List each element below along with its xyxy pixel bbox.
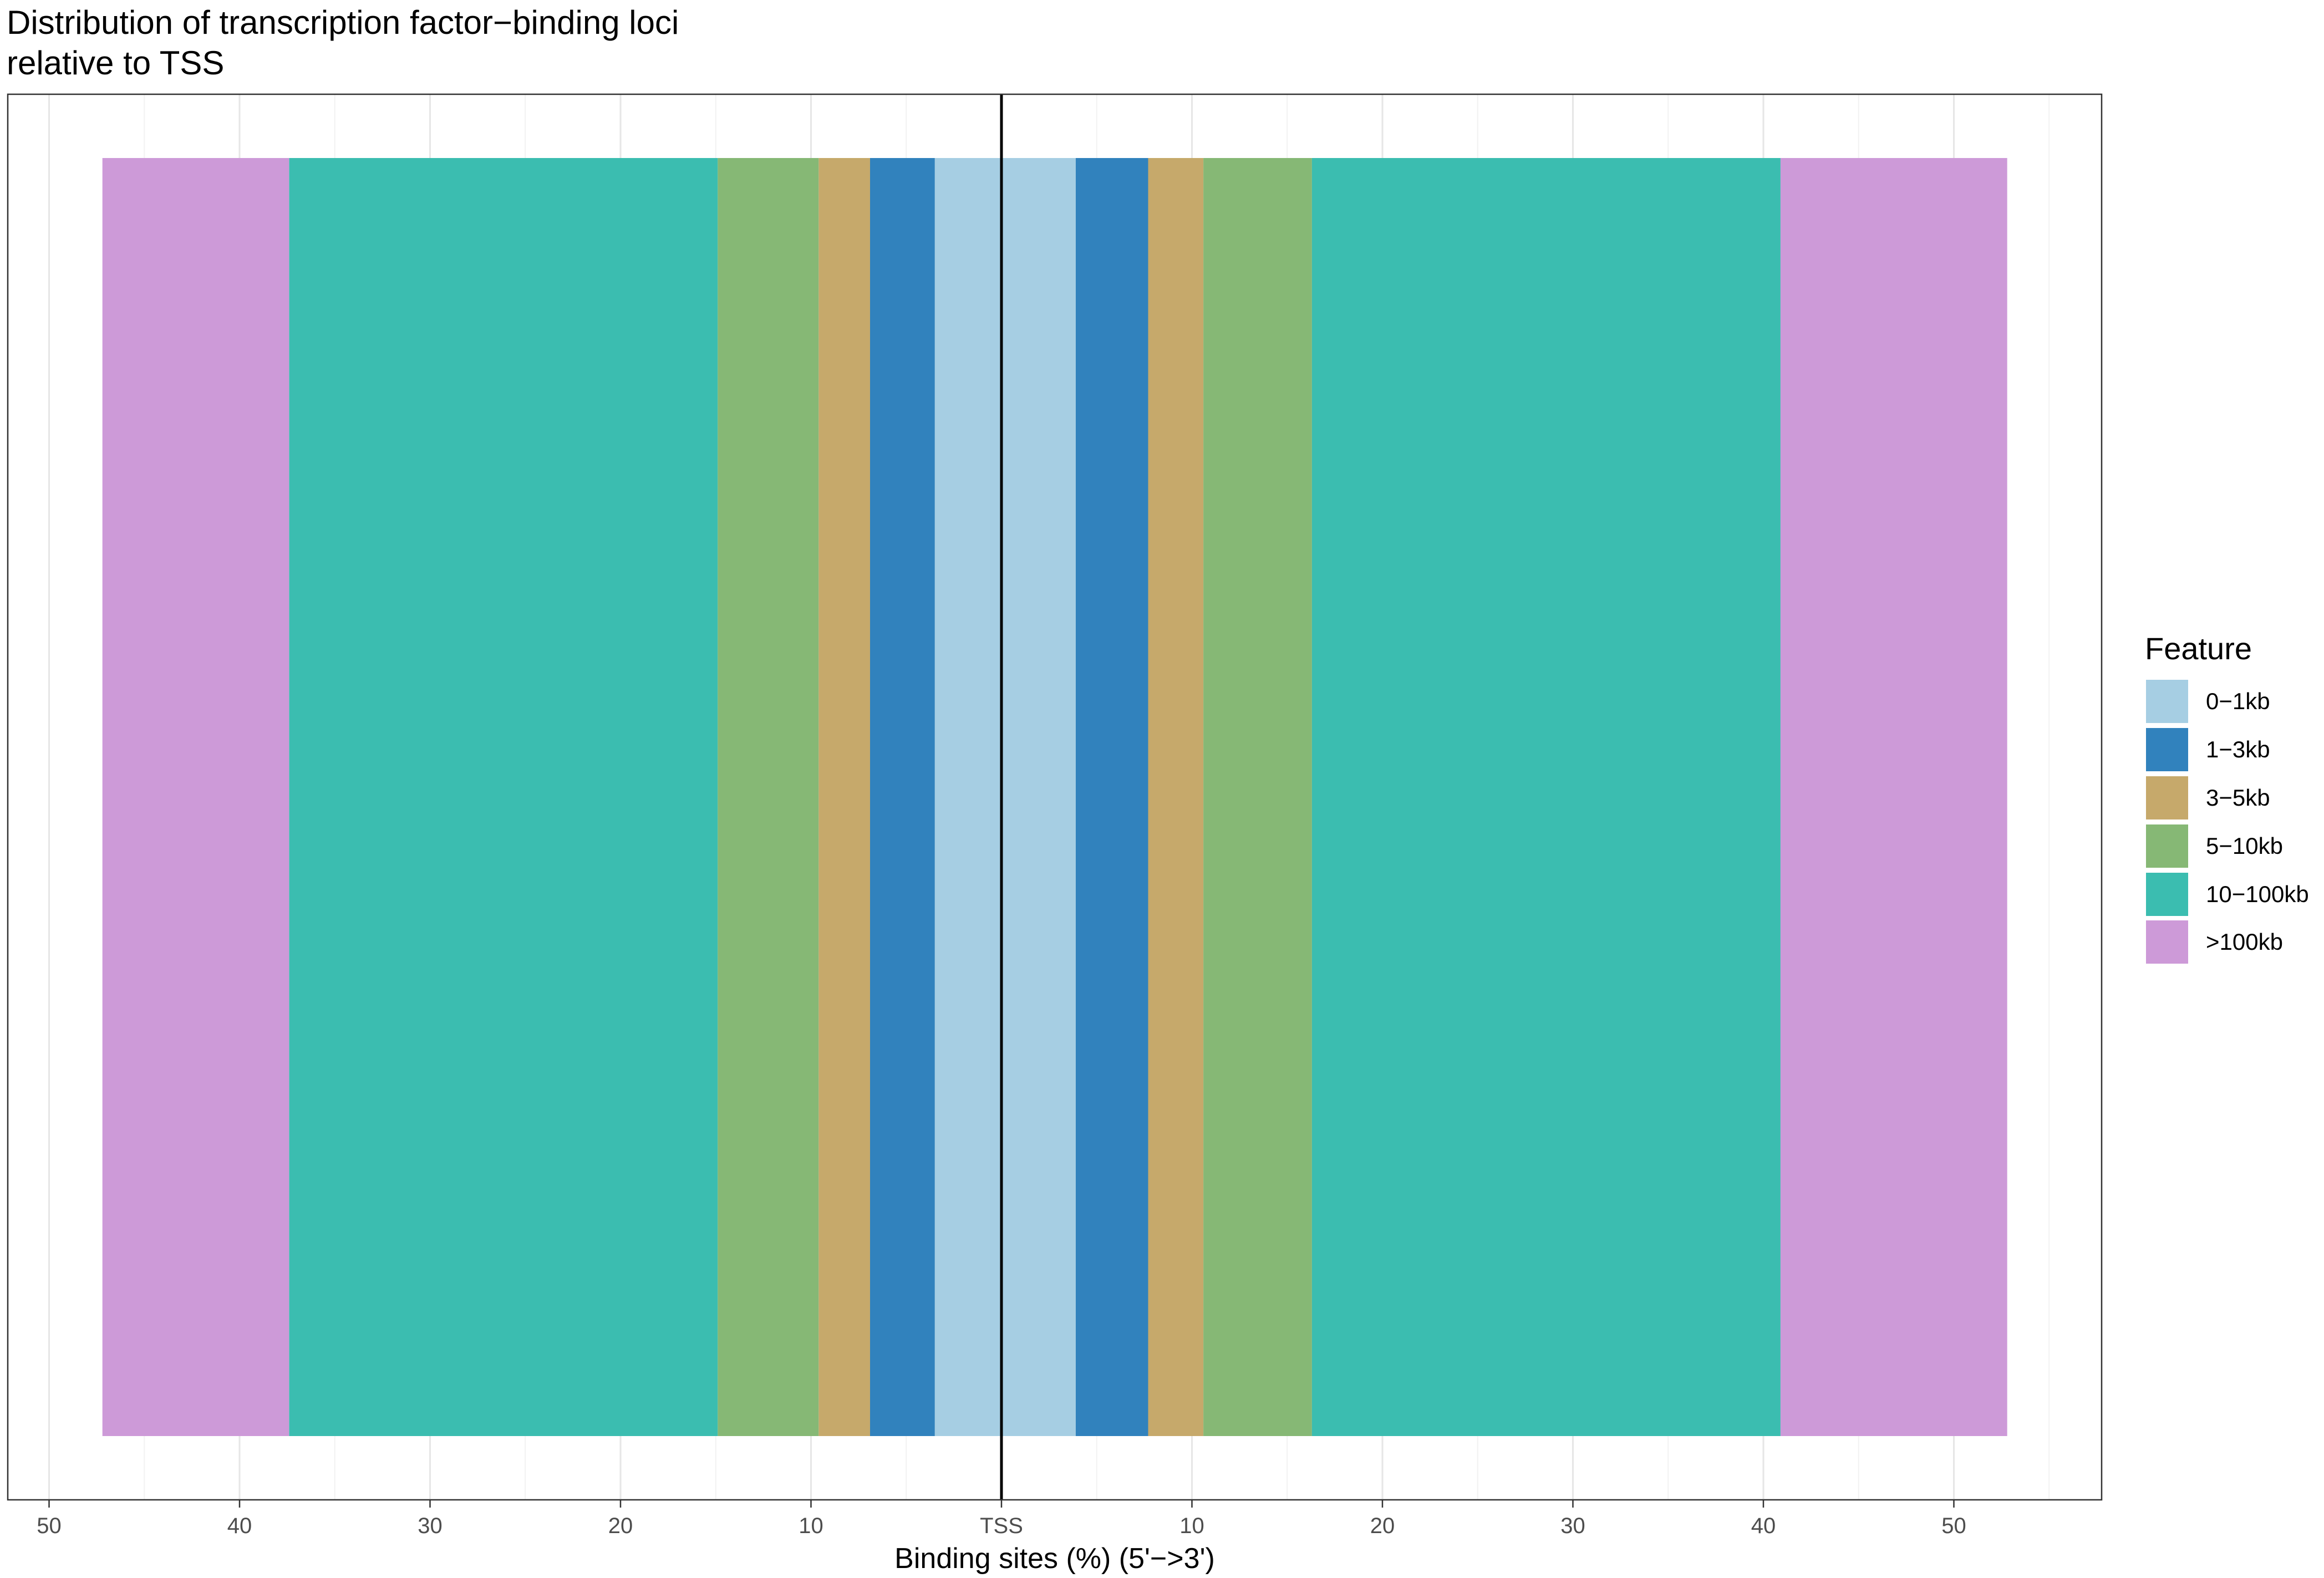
- x-tick-label: 20: [608, 1514, 633, 1538]
- legend-item-3-5kb: 3−5kb: [2145, 774, 2309, 822]
- legend-item-1-3kb: 1−3kb: [2145, 726, 2309, 774]
- bar-downstream-10-100kb: [1311, 158, 1781, 1436]
- x-tick-label: 30: [418, 1514, 443, 1538]
- legend-label: 5−10kb: [2206, 832, 2283, 859]
- bar-upstream-5-10kb: [718, 158, 819, 1436]
- bar-downstream-0-1kb: [1001, 158, 1076, 1436]
- bar-downstream-5-10kb: [1203, 158, 1312, 1436]
- legend-label: 3−5kb: [2206, 784, 2270, 811]
- bars-layer: [102, 158, 2007, 1436]
- bar-upstream-3-5kb: [818, 158, 870, 1436]
- bar-upstream-1-3kb: [869, 158, 935, 1436]
- legend-item-100kb: >100kb: [2145, 918, 2309, 966]
- legend: Feature 0−1kb 1−3kb 3−5kb 5−10kb 10−100kb >10…: [2145, 627, 2309, 966]
- legend-key: [2145, 823, 2189, 869]
- x-axis-ticks: 50 40 30 20 10 TSS 10 20 30 40 50: [37, 1500, 1966, 1538]
- bar-upstream-0-1kb: [934, 158, 1001, 1436]
- x-axis-title: Binding sites (%) (5'−>3'): [894, 1543, 1215, 1575]
- legend-title: Feature: [2145, 631, 2252, 666]
- legend-label: >100kb: [2206, 929, 2283, 955]
- x-tick-label: 10: [799, 1514, 823, 1538]
- bar-upstream-100kb: [102, 158, 289, 1436]
- x-tick-label: 40: [1751, 1514, 1776, 1538]
- x-tick-label: 20: [1370, 1514, 1395, 1538]
- legend-item-0-1kb: 0−1kb: [2145, 678, 2309, 726]
- bar-downstream-1-3kb: [1075, 158, 1148, 1436]
- bar-upstream-10-100kb: [289, 158, 718, 1436]
- legend-label: 0−1kb: [2206, 688, 2270, 715]
- legend-item-10-100kb: 10−100kb: [2145, 870, 2309, 918]
- legend-key: [2145, 775, 2189, 821]
- legend-label: 1−3kb: [2206, 736, 2270, 763]
- legend-label: 10−100kb: [2206, 880, 2309, 907]
- x-tick-label: TSS: [980, 1514, 1023, 1538]
- chart-title: Distribution of transcription factor−bin…: [7, 4, 679, 82]
- x-tick-label: 10: [1179, 1514, 1204, 1538]
- x-tick-label: 50: [1941, 1514, 1966, 1538]
- legend-item-5-10kb: 5−10kb: [2145, 822, 2309, 870]
- x-tick-label: 50: [37, 1514, 62, 1538]
- legend-key: [2145, 871, 2189, 917]
- legend-key: [2145, 919, 2189, 965]
- legend-key: [2145, 727, 2189, 773]
- legend-items: 0−1kb 1−3kb 3−5kb 5−10kb 10−100kb >100kb: [2145, 678, 2309, 966]
- legend-key: [2145, 679, 2189, 725]
- bar-downstream-100kb: [1780, 158, 2007, 1436]
- x-tick-label: 40: [227, 1514, 252, 1538]
- x-tick-label: 30: [1560, 1514, 1585, 1538]
- bar-downstream-3-5kb: [1148, 158, 1204, 1436]
- panel-border: [7, 93, 2103, 1501]
